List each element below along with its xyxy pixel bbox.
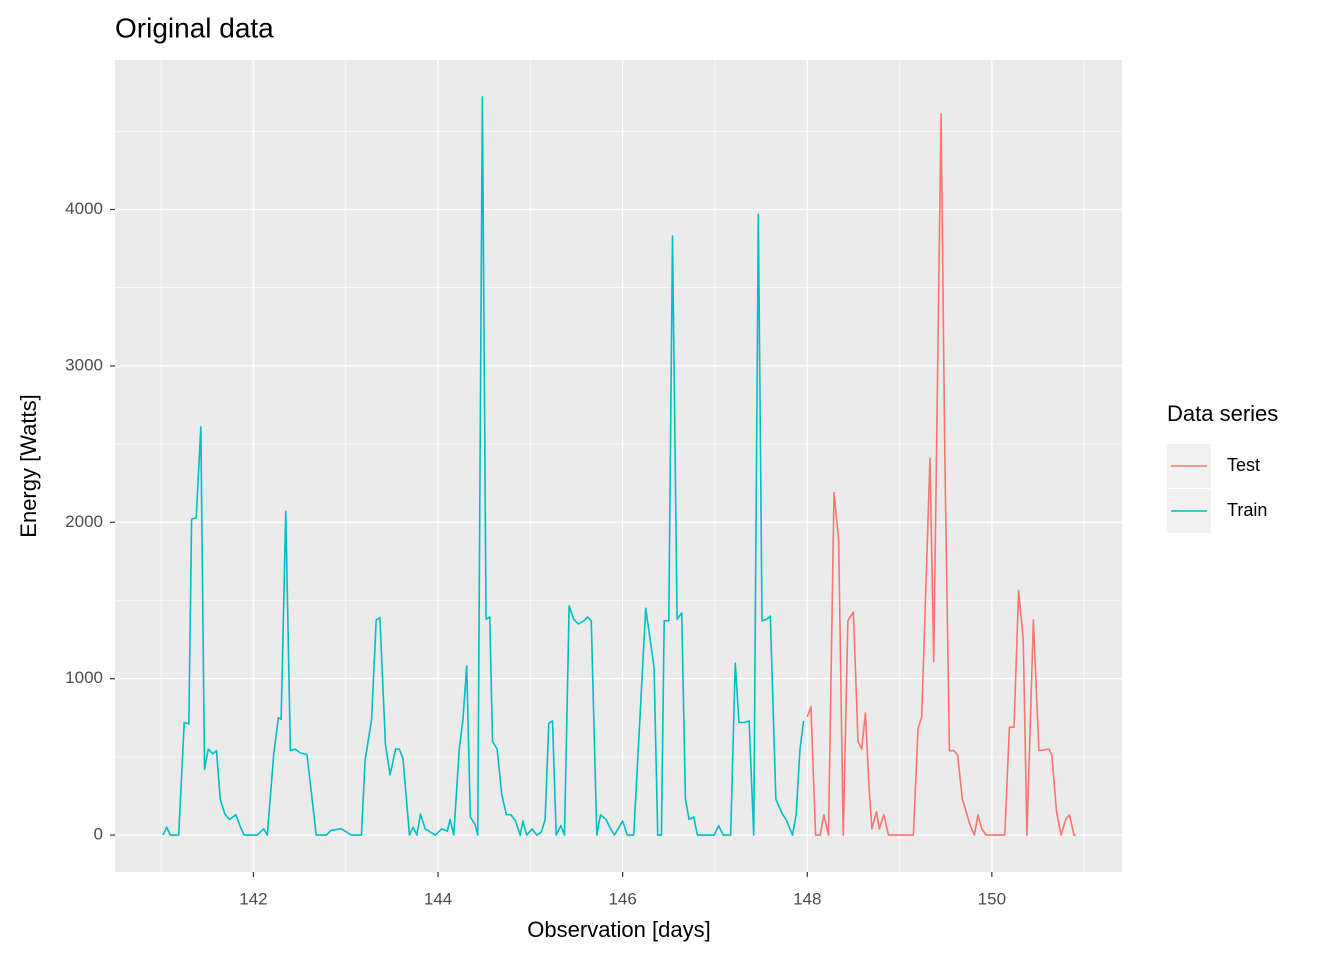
y-tick-label: 4000 xyxy=(65,199,103,218)
y-axis-title: Energy [Watts] xyxy=(16,394,41,537)
lines xyxy=(162,96,1076,836)
chart-title: Original data xyxy=(115,12,274,43)
legend-title: Data series xyxy=(1167,401,1278,426)
x-tick-label: 150 xyxy=(978,889,1006,908)
x-tick-label: 142 xyxy=(239,889,267,908)
x-tick-label: 146 xyxy=(608,889,636,908)
data-line xyxy=(162,96,805,836)
axes: 142 144 146 148 150 0 1000 2000 3000 4000 xyxy=(65,199,1006,908)
panel-background xyxy=(115,60,1122,872)
legend-label: Train xyxy=(1227,500,1267,520)
x-tick-label: 144 xyxy=(424,889,452,908)
y-tick-label: 1000 xyxy=(65,668,103,687)
grid xyxy=(115,60,1122,872)
legend: Data series Test Train xyxy=(1167,401,1278,533)
y-tick-label: 3000 xyxy=(65,355,103,374)
y-tick-label: 0 xyxy=(94,825,103,844)
y-tick-label: 2000 xyxy=(65,512,103,531)
legend-label: Test xyxy=(1227,455,1260,475)
x-tick-label: 148 xyxy=(793,889,821,908)
x-axis-title: Observation [days] xyxy=(527,917,710,942)
data-line xyxy=(806,113,1076,836)
